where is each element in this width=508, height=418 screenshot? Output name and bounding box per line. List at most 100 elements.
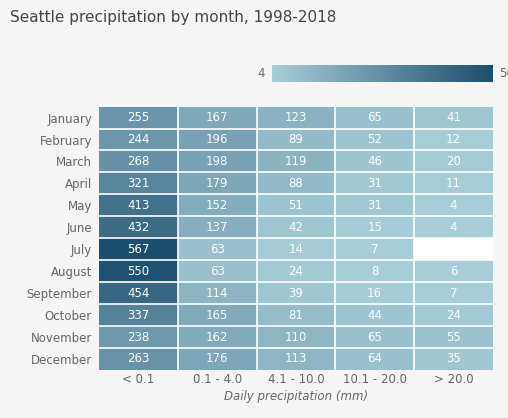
Bar	[257, 304, 335, 326]
Text: 567: 567	[127, 243, 150, 256]
Bar	[178, 194, 257, 217]
Text: 41: 41	[446, 111, 461, 124]
Text: 35: 35	[446, 352, 461, 365]
Text: 20: 20	[446, 155, 461, 168]
Bar	[257, 238, 335, 260]
Bar	[178, 129, 257, 150]
Bar	[99, 304, 178, 326]
Bar	[257, 150, 335, 173]
Text: 6: 6	[450, 265, 457, 278]
Text: 123: 123	[284, 111, 307, 124]
Bar	[178, 304, 257, 326]
Text: 15: 15	[367, 221, 382, 234]
Bar	[99, 326, 178, 348]
Text: 321: 321	[127, 177, 150, 190]
Text: 152: 152	[206, 199, 229, 212]
Bar	[335, 129, 414, 150]
Bar	[99, 217, 178, 238]
Bar	[335, 150, 414, 173]
Text: 64: 64	[367, 352, 382, 365]
Text: 432: 432	[127, 221, 150, 234]
Bar	[335, 107, 414, 129]
Text: 119: 119	[284, 155, 307, 168]
Text: 51: 51	[289, 199, 303, 212]
Text: 63: 63	[210, 243, 225, 256]
Text: 238: 238	[128, 331, 149, 344]
Text: 268: 268	[127, 155, 150, 168]
Bar	[178, 173, 257, 194]
Bar	[99, 150, 178, 173]
Bar	[414, 129, 493, 150]
Text: 81: 81	[289, 308, 303, 321]
Text: 110: 110	[284, 331, 307, 344]
Bar	[99, 238, 178, 260]
Bar	[414, 217, 493, 238]
Bar	[178, 326, 257, 348]
Bar	[414, 173, 493, 194]
Bar	[178, 348, 257, 370]
Text: 31: 31	[367, 177, 382, 190]
Text: 167: 167	[206, 111, 229, 124]
Text: 55: 55	[446, 331, 461, 344]
Bar	[257, 348, 335, 370]
Bar	[99, 107, 178, 129]
Bar	[414, 282, 493, 304]
Bar	[414, 107, 493, 129]
Bar	[178, 260, 257, 282]
Text: 4: 4	[258, 66, 265, 80]
Bar	[414, 150, 493, 173]
X-axis label: Daily precipitation (mm): Daily precipitation (mm)	[224, 390, 368, 403]
Bar	[414, 260, 493, 282]
Text: 42: 42	[289, 221, 303, 234]
Bar	[335, 173, 414, 194]
Text: 46: 46	[367, 155, 382, 168]
Text: 24: 24	[446, 308, 461, 321]
Text: 39: 39	[289, 287, 303, 300]
Text: 198: 198	[206, 155, 229, 168]
Text: 12: 12	[446, 133, 461, 146]
Bar	[335, 217, 414, 238]
Text: 44: 44	[367, 308, 382, 321]
Bar	[257, 194, 335, 217]
Bar	[335, 238, 414, 260]
Bar	[335, 304, 414, 326]
Bar	[414, 348, 493, 370]
Bar	[335, 326, 414, 348]
Bar	[414, 194, 493, 217]
Text: 14: 14	[289, 243, 303, 256]
Bar	[257, 217, 335, 238]
Text: 89: 89	[289, 133, 303, 146]
Text: 137: 137	[206, 221, 229, 234]
Bar	[178, 238, 257, 260]
Bar	[257, 129, 335, 150]
Bar	[257, 282, 335, 304]
Bar	[178, 150, 257, 173]
Text: 65: 65	[367, 331, 382, 344]
Text: 176: 176	[206, 352, 229, 365]
Bar	[99, 194, 178, 217]
Bar	[335, 348, 414, 370]
Bar	[99, 348, 178, 370]
Text: 31: 31	[367, 199, 382, 212]
Bar	[257, 107, 335, 129]
Bar	[335, 282, 414, 304]
Text: 179: 179	[206, 177, 229, 190]
Bar	[99, 129, 178, 150]
Text: 255: 255	[128, 111, 149, 124]
Text: 113: 113	[284, 352, 307, 365]
Text: 52: 52	[367, 133, 382, 146]
Text: 196: 196	[206, 133, 229, 146]
Bar	[414, 304, 493, 326]
Bar	[257, 173, 335, 194]
Bar	[178, 107, 257, 129]
Bar	[99, 260, 178, 282]
Text: 7: 7	[371, 243, 378, 256]
Bar	[178, 282, 257, 304]
Text: 263: 263	[127, 352, 150, 365]
Bar	[99, 173, 178, 194]
Text: 244: 244	[127, 133, 150, 146]
Text: 16: 16	[367, 287, 382, 300]
Bar	[257, 260, 335, 282]
Bar	[414, 238, 493, 260]
Bar	[414, 326, 493, 348]
